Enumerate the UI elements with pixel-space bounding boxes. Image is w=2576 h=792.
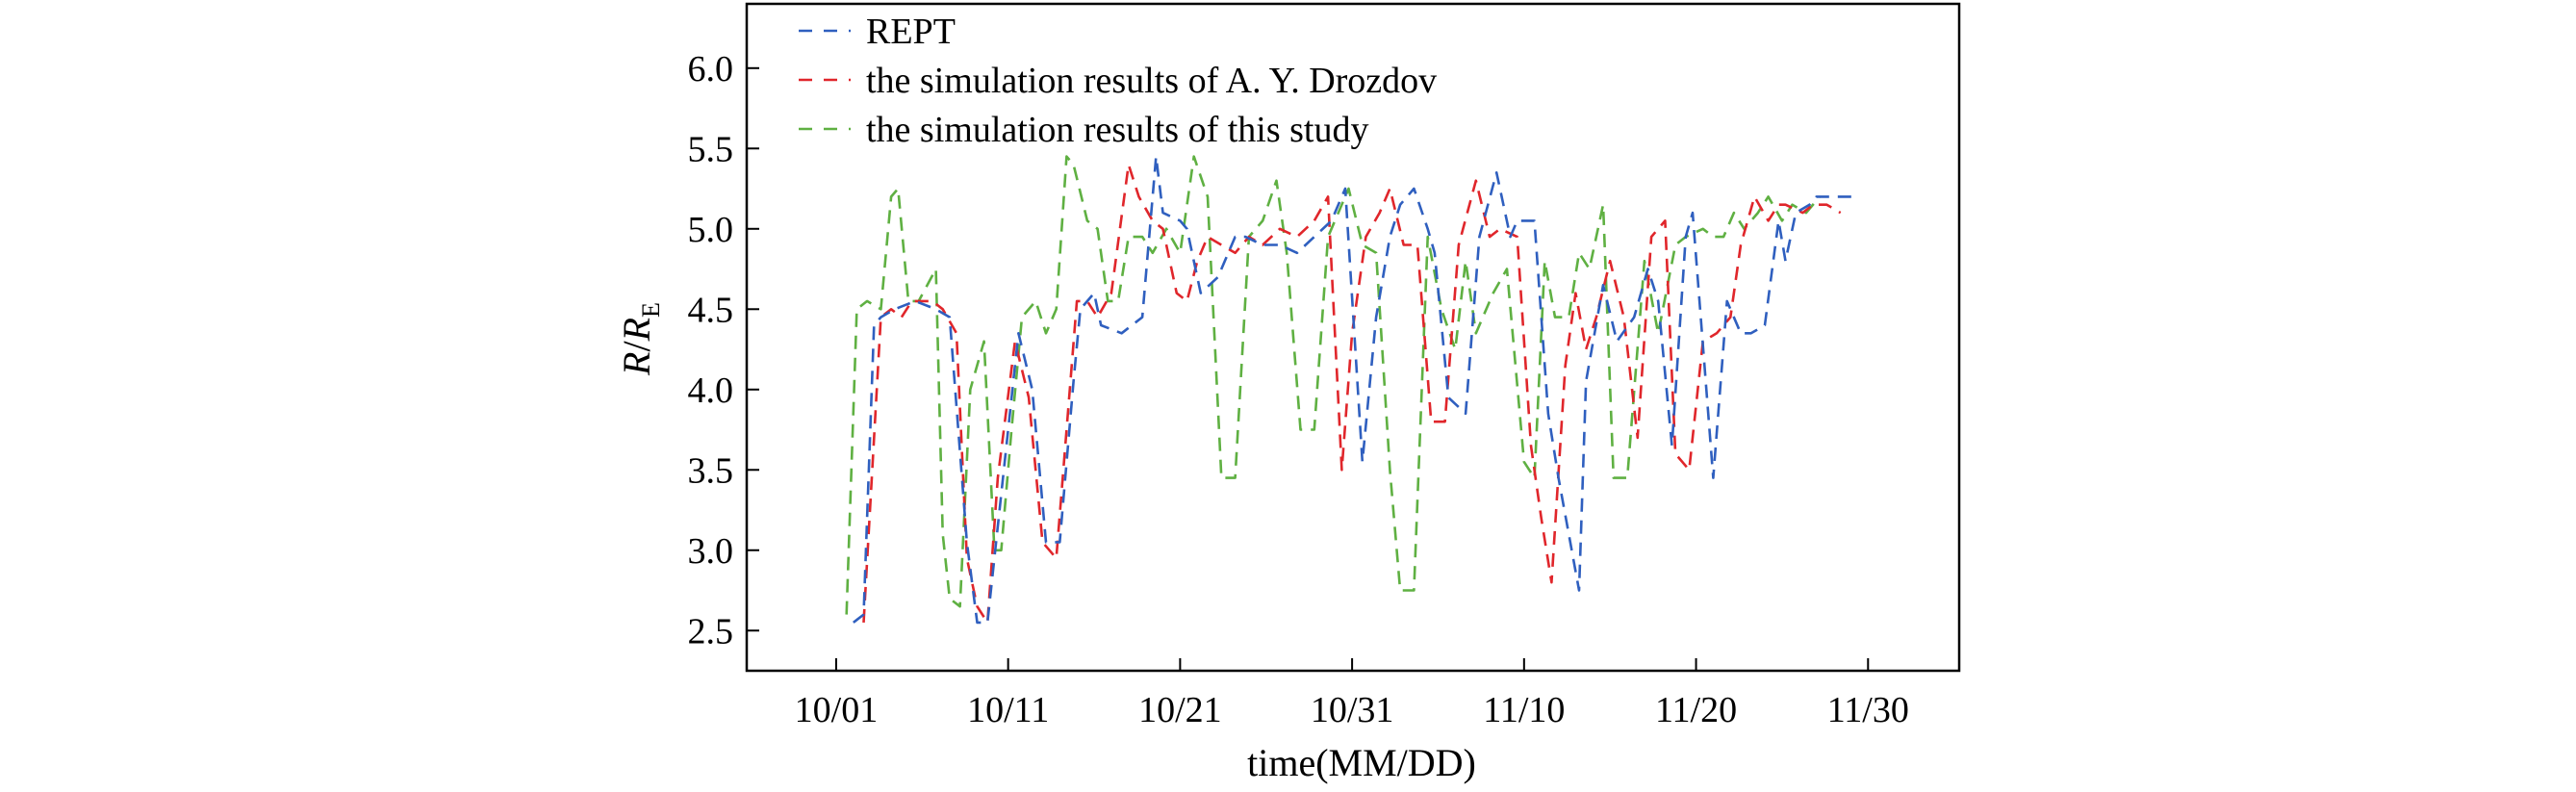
y-tick-label-3.5: 3.5 <box>688 450 734 491</box>
legend: REPT the simulation results of A. Y. Droz… <box>799 12 1437 150</box>
series-layer <box>845 155 1858 625</box>
y-tick-label-5.0: 5.0 <box>688 210 734 250</box>
x-tick-label-10/01: 10/01 <box>795 690 879 730</box>
y-axis-title-sep: / <box>615 341 658 352</box>
x-tick-label-10/11: 10/11 <box>967 690 1049 730</box>
y-axis-title: R/RE <box>615 302 665 376</box>
y-axis-title-ratio: R <box>615 318 658 342</box>
y-tick-label-4.0: 4.0 <box>688 370 734 411</box>
series-line-2 <box>862 163 1842 625</box>
series-line-3 <box>845 155 1822 615</box>
y-tick-label-4.5: 4.5 <box>688 290 734 330</box>
axes-layer <box>745 2 1961 673</box>
x-tick-label-11/20: 11/20 <box>1655 690 1737 730</box>
legend-label-1: REPT <box>866 12 956 52</box>
x-tick-label-11/30: 11/30 <box>1827 690 1909 730</box>
y-tick-label-2.5: 2.5 <box>688 611 734 651</box>
y-tick-label-3.0: 3.0 <box>688 531 734 572</box>
y-tick-label-6.0: 6.0 <box>688 49 734 89</box>
y-tick-label-5.5: 5.5 <box>688 129 734 169</box>
x-tick-label-10/21: 10/21 <box>1138 690 1222 730</box>
x-tick-label-10/31: 10/31 <box>1311 690 1394 730</box>
legend-label-2: the simulation results of A. Y. Drozdov <box>866 61 1437 101</box>
y-axis-title-main: R <box>615 352 658 376</box>
series-line-1 <box>853 155 1858 625</box>
legend-label-3: the simulation results of this study <box>866 110 1368 150</box>
plot-frame <box>745 2 1961 673</box>
x-tick-label-11/10: 11/10 <box>1483 690 1565 730</box>
ticks-layer: 2.5 3.0 3.5 4.0 4.5 5.0 5.5 6.0 10/01 10/11 10/21 1… <box>688 49 1909 730</box>
x-axis-title: time(MM/DD) <box>1247 741 1476 784</box>
y-axis-title-subscript: E <box>637 302 665 318</box>
